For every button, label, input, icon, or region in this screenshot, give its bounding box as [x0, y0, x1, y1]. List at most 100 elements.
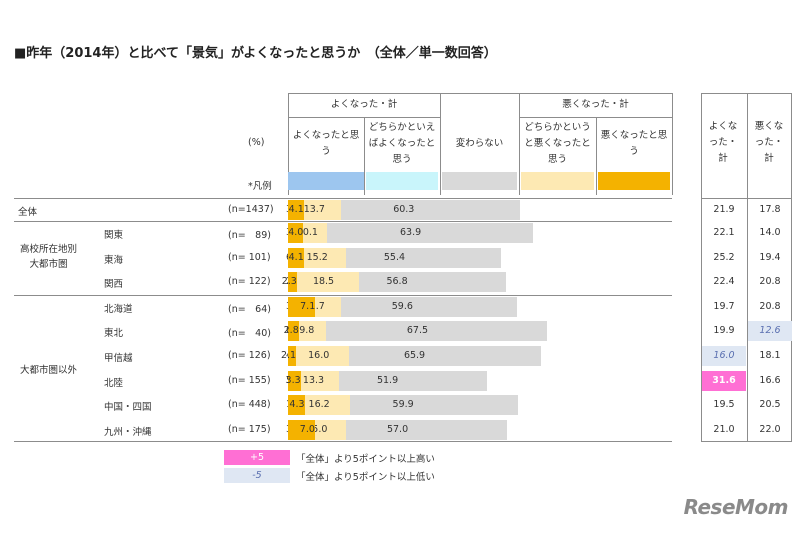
good-total-value: 22.4: [713, 276, 735, 287]
bad-total-value: 20.8: [759, 301, 781, 312]
legend-swatch: [598, 172, 670, 190]
bar-segment: [288, 321, 547, 341]
row-label: 東北: [104, 328, 124, 339]
row-n: (n= 155): [228, 375, 271, 386]
row-n: (n= 448): [228, 399, 271, 410]
bar-value: 51.9: [376, 375, 399, 386]
row-label: 甲信越: [104, 353, 133, 364]
bar-value: 2.8: [283, 325, 299, 336]
row-label: 関西: [104, 279, 124, 290]
bar-value: 4.3: [289, 399, 305, 410]
bar-segment: [288, 346, 542, 366]
bad-total-value: 22.0: [759, 424, 781, 435]
row-n: (n= 175): [228, 424, 271, 435]
group-sep-line: [14, 221, 672, 222]
bad-total-value: 20.8: [759, 276, 781, 287]
bar-value: 65.9: [403, 350, 426, 361]
bar-segment: [288, 420, 315, 440]
legend-swatch: [288, 172, 364, 190]
header-somewhat-good: どちらかといえばよくなったと思う: [368, 121, 436, 166]
row-n: (n= 126): [228, 350, 271, 361]
header-unchanged: 変わらない: [455, 137, 504, 149]
bad-total-value: 20.5: [759, 399, 781, 410]
bar-value: 7.0: [299, 424, 315, 435]
bar-value: 60.3: [393, 204, 415, 215]
header-somewhat-bad: どちらかというと悪くなったと思う: [524, 121, 591, 166]
header-vline: [440, 93, 441, 195]
row-label: 北海道: [104, 304, 133, 315]
bar-value: 15.2: [306, 252, 328, 263]
header-vline: [519, 93, 520, 195]
bar-value: 3.3: [285, 375, 301, 386]
header-vline-sub: [596, 117, 597, 195]
bar-value: 2.1: [280, 350, 297, 361]
bad-total-value: 14.0: [759, 227, 781, 238]
legend-label: *凡例: [248, 181, 272, 192]
row-top-line: [14, 198, 672, 199]
bar-segment: [288, 371, 340, 391]
header-top-line-sum: [701, 93, 791, 94]
bar-segment: [288, 346, 350, 366]
bar-value: 16.2: [308, 399, 330, 410]
bar-segment: [288, 272, 360, 292]
sum-col-vline: [791, 93, 792, 442]
bad-total-value: 19.4: [759, 252, 781, 263]
good-total-value: 31.6: [702, 371, 746, 391]
bar-value: 13.3: [302, 375, 325, 386]
header-col-good-total: よくなった・計: [708, 120, 738, 165]
low-tag: -5: [224, 468, 290, 483]
row-n: (n= 89): [228, 230, 271, 241]
bar-value: 13.7: [303, 204, 325, 215]
bad-total-value: 18.1: [759, 350, 781, 361]
chart-title: ■昨年（2014年）と比べて「景気」がよくなったと思うか （全体／単一数回答）: [14, 46, 497, 61]
row-label: 東海: [104, 255, 124, 266]
good-total-value: 19.5: [713, 399, 735, 410]
bar-value: 63.9: [399, 227, 422, 238]
row-label: 関東: [104, 230, 124, 241]
good-total-value: 21.0: [713, 424, 735, 435]
bar-value: 10.1: [296, 227, 318, 238]
bar-value: 59.9: [392, 399, 414, 410]
bar-value: 16.0: [308, 350, 330, 361]
header-good-total: よくなった・計: [330, 98, 398, 110]
bar-segment: [288, 371, 301, 391]
legend-swatch: [442, 172, 517, 190]
bad-total-value: 12.6: [748, 321, 792, 341]
row-n: (n= 101): [228, 252, 271, 263]
row-n: (n=1437): [228, 204, 274, 215]
bar-value: 9.8: [299, 325, 315, 336]
bar-value: 55.4: [383, 252, 406, 263]
good-total-value: 22.1: [713, 227, 735, 238]
header-vline: [288, 93, 289, 195]
bar-value: 2.3: [281, 276, 297, 287]
bar-value: 56.8: [386, 276, 408, 287]
bar-segment: [288, 272, 297, 292]
bar-value: 4.1: [288, 204, 304, 215]
group-metro: 高校所在地別 大都市圏: [20, 244, 78, 270]
unit-label: (%): [248, 137, 265, 148]
bar-segment: [288, 248, 304, 268]
bar-value: 57.0: [386, 424, 409, 435]
header-vline: [672, 93, 673, 195]
bar-segment: [288, 297, 517, 317]
header-vline-sub: [364, 117, 365, 195]
row-n: (n= 122): [228, 276, 271, 287]
bottom-line: [14, 441, 672, 442]
bar-segment: [288, 297, 316, 317]
header-col-bad-total: 悪くなった・計: [754, 120, 784, 165]
bar-value: 15.0: [306, 424, 328, 435]
bar-value: 18.5: [312, 276, 335, 287]
row-n: (n= 64): [228, 304, 271, 315]
sum-row-top: [701, 198, 791, 199]
header-good: よくなったと思う: [292, 129, 360, 157]
sum-col-vline: [701, 93, 702, 442]
row-label: 中国・四国: [104, 402, 152, 413]
row-label: 九州・沖縄: [104, 427, 152, 438]
good-total-value: 19.9: [713, 325, 735, 336]
bad-total-value: 16.6: [759, 375, 781, 386]
header-bad-total: 悪くなった・計: [562, 98, 629, 110]
bar-segment: [288, 321, 299, 341]
bar-value: 4.0: [288, 227, 304, 238]
good-total-value: 19.7: [713, 301, 735, 312]
sum-col-vline: [747, 93, 748, 442]
